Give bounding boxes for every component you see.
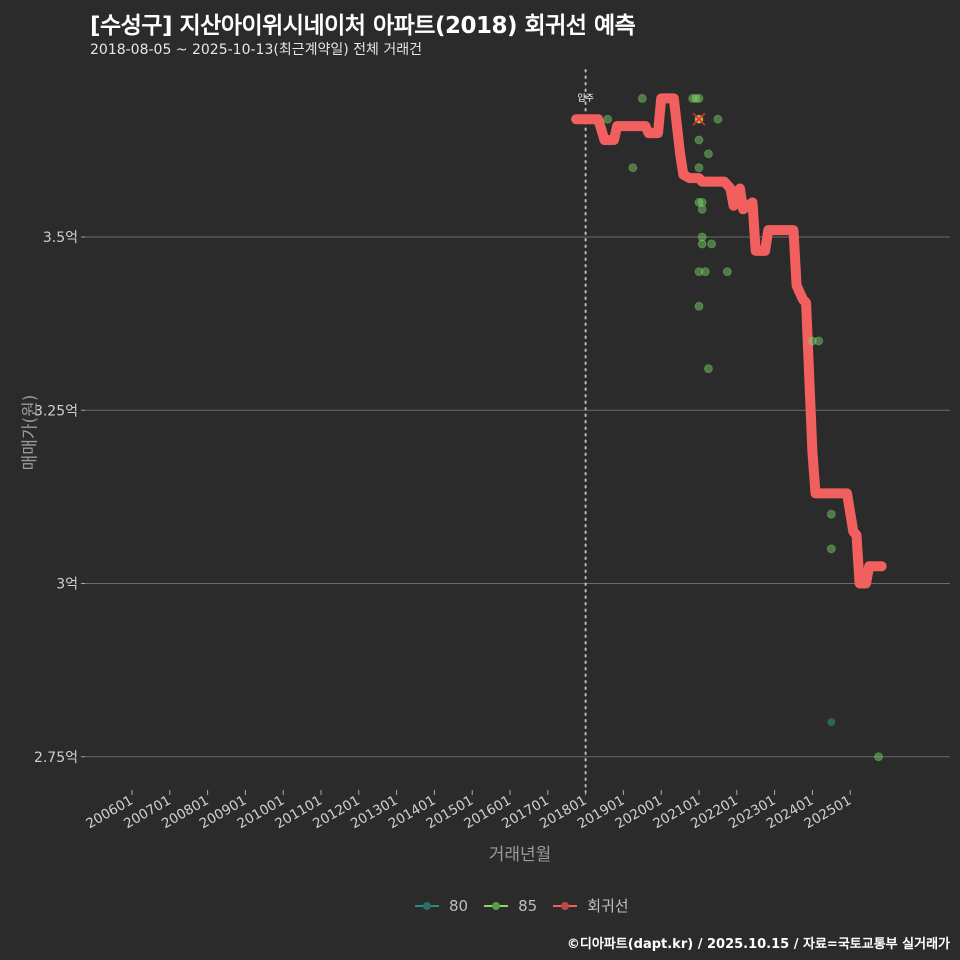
data-point-85 [826, 544, 836, 554]
legend-key-80-icon [415, 901, 439, 911]
data-point-85 [694, 163, 704, 173]
data-point-85 [826, 509, 836, 519]
data-point-85 [703, 364, 713, 374]
data-point-85 [688, 93, 698, 103]
x-marker-icon [692, 112, 706, 126]
data-point-85 [713, 114, 723, 124]
data-point-85 [694, 135, 704, 145]
data-point-85 [628, 163, 638, 173]
data-point-85 [697, 239, 707, 249]
x-axis-label: 거래년월 [488, 845, 552, 865]
data-point-85 [694, 197, 704, 207]
legend-key-85-icon [484, 901, 509, 911]
data-point-85 [703, 149, 713, 159]
legend-item-80: 80 [415, 897, 468, 915]
data-point-85 [807, 336, 817, 346]
data-point-85 [603, 114, 613, 124]
regression-line [571, 93, 887, 589]
legend-label-regression: 회귀선 [587, 897, 629, 915]
legend-key-regression-icon [553, 901, 578, 911]
chart-title: [수성구] 지산아이위시네이처 아파트(2018) 회귀선 예측 [90, 13, 636, 39]
data-point-85 [697, 204, 707, 214]
data-point-85 [637, 93, 647, 103]
legend: 80 85 회귀선 [415, 895, 635, 916]
data-point-85 [697, 197, 707, 207]
y-axis-label: 매매가(원) [20, 394, 41, 471]
data-point-85 [694, 267, 704, 277]
data-point-85 [722, 267, 732, 277]
data-point-85 [874, 752, 884, 762]
chart-subtitle: 2018-08-05 ~ 2025-10-13(최근계약일) 전체 거래건 [90, 42, 422, 58]
move-in-label: 입주 [577, 92, 594, 104]
y-tick-label: 3.25억 [34, 403, 78, 419]
y-tick-label: 3.5억 [43, 230, 78, 246]
data-point-80 [827, 718, 836, 727]
y-tick-label: 3억 [56, 577, 78, 593]
legend-label-85: 85 [518, 896, 538, 915]
data-point-85 [707, 239, 717, 249]
source-caption: ©디아파트(dapt.kr) / 2025.10.15 / 자료=국토교통부 실… [566, 937, 950, 952]
data-point-85 [814, 336, 824, 346]
y-tick-label: 2.75억 [34, 750, 78, 766]
data-point-85 [691, 93, 701, 103]
legend-item-85: 85 [484, 897, 537, 915]
data-point-85 [697, 232, 707, 242]
data-point-85 [694, 93, 704, 103]
legend-label-80: 80 [449, 896, 469, 915]
data-point-85 [694, 301, 704, 311]
data-point-85 [700, 267, 710, 277]
legend-item-regression: 회귀선 [553, 895, 629, 916]
